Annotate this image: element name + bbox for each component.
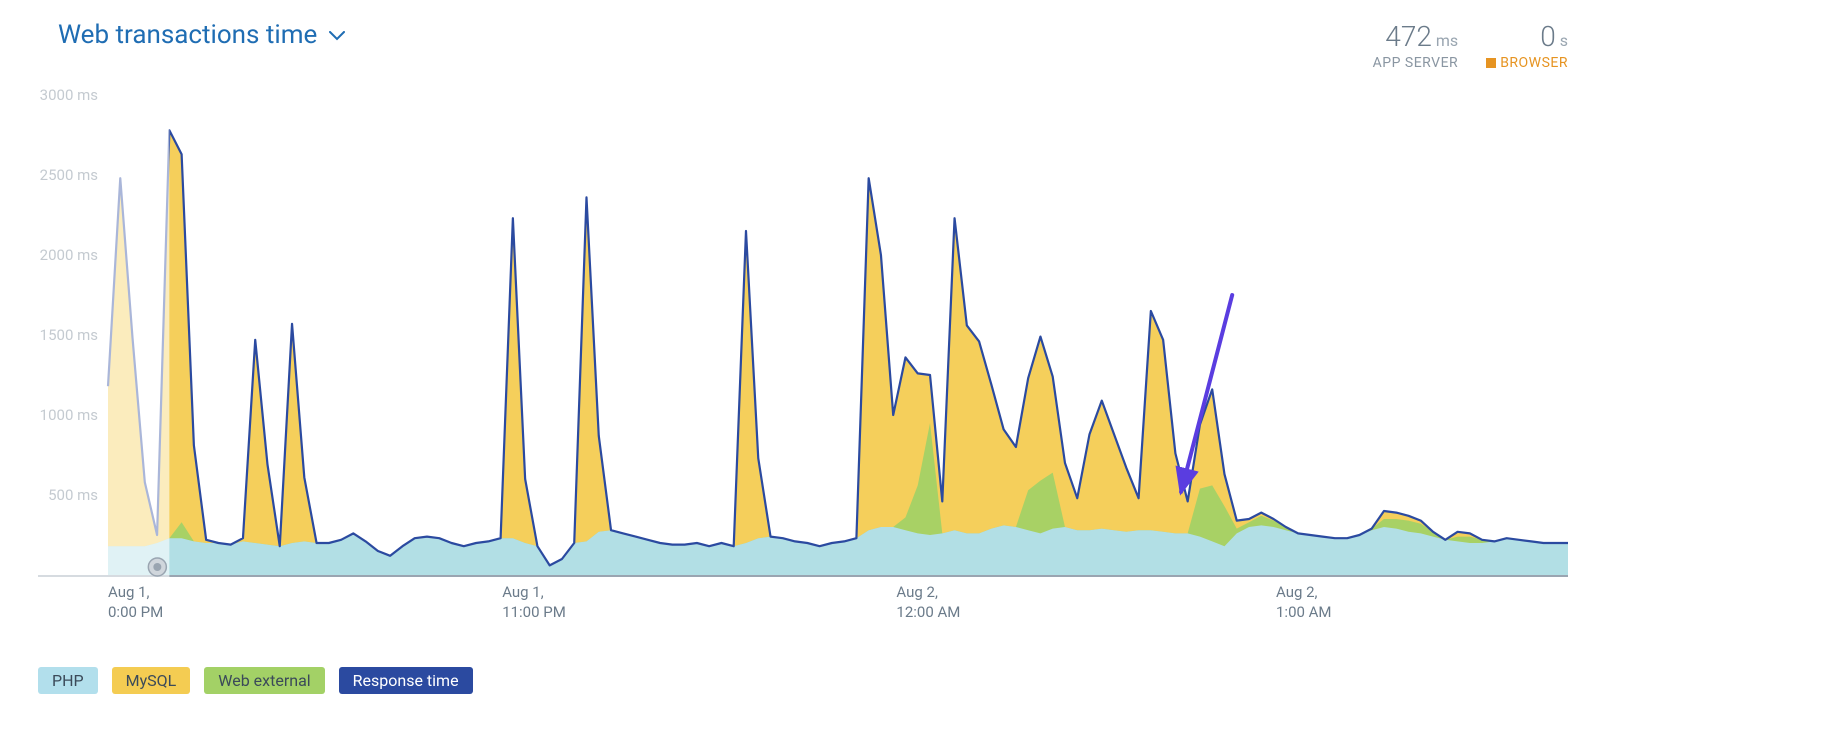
svg-text:Aug 1,: Aug 1, xyxy=(502,583,544,601)
chart-legend: PHP MySQL Web external Response time xyxy=(20,667,1568,694)
browser-label: BROWSER xyxy=(1486,55,1568,71)
chart-header: Web transactions time 472ms APP SERVER 0… xyxy=(20,20,1568,71)
app-server-unit: ms xyxy=(1436,31,1458,50)
legend-item-mysql[interactable]: MySQL xyxy=(112,667,191,694)
browser-metric: 0s BROWSER xyxy=(1486,20,1568,71)
browser-swatch-icon xyxy=(1486,58,1496,68)
legend-item-response_time[interactable]: Response time xyxy=(339,667,473,694)
web-transactions-chart: Web transactions time 472ms APP SERVER 0… xyxy=(20,20,1568,694)
legend-item-php[interactable]: PHP xyxy=(38,667,98,694)
chart-title: Web transactions time xyxy=(58,20,317,50)
browser-unit: s xyxy=(1560,31,1568,50)
chevron-down-icon xyxy=(329,25,345,46)
app-server-metric: 472ms APP SERVER xyxy=(1373,20,1459,71)
svg-text:Aug 2,: Aug 2, xyxy=(1276,583,1318,601)
browser-value: 0 xyxy=(1540,20,1556,53)
svg-text:12:00 AM: 12:00 AM xyxy=(896,603,960,621)
svg-text:Aug 2,: Aug 2, xyxy=(896,583,938,601)
svg-text:0:00 PM: 0:00 PM xyxy=(108,603,163,621)
browser-label-text: BROWSER xyxy=(1500,55,1568,71)
summary-metrics: 472ms APP SERVER 0s BROWSER xyxy=(1373,20,1568,71)
app-server-value: 472 xyxy=(1385,20,1432,53)
legend-item-web_external[interactable]: Web external xyxy=(204,667,324,694)
chart-title-dropdown[interactable]: Web transactions time xyxy=(20,20,345,50)
svg-text:1:00 AM: 1:00 AM xyxy=(1276,603,1332,621)
svg-text:11:00 PM: 11:00 PM xyxy=(502,603,566,621)
app-server-label: APP SERVER xyxy=(1373,55,1459,71)
svg-text:Aug 1,: Aug 1, xyxy=(108,583,150,601)
chart-svg: 500 ms1000 ms1500 ms2000 ms2500 ms3000 m… xyxy=(20,75,1568,645)
chart-plot-area[interactable]: 500 ms1000 ms1500 ms2000 ms2500 ms3000 m… xyxy=(20,75,1568,645)
